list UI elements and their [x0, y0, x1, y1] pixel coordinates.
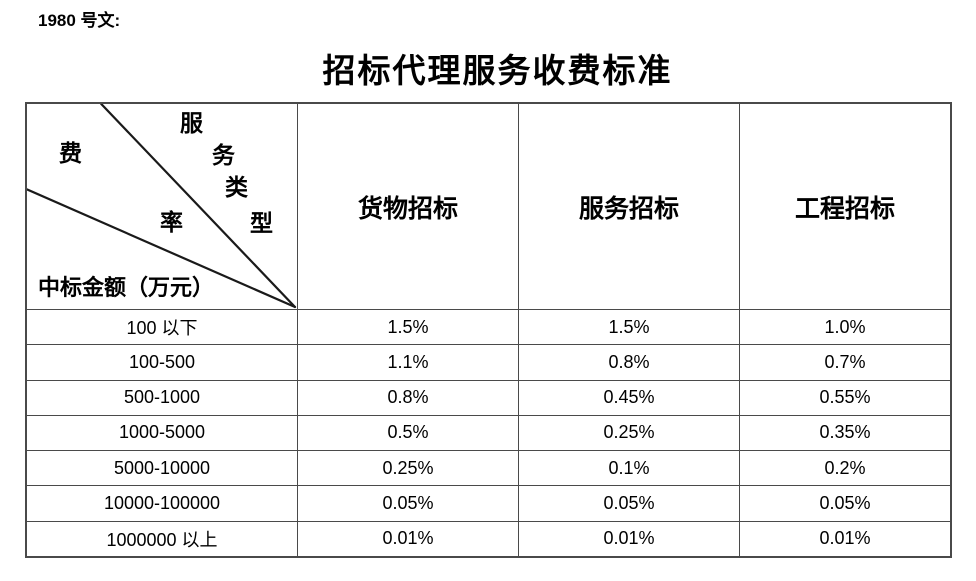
works-rate-cell: 0.7% [824, 351, 866, 372]
amount-range-cell: 500-1000 [27, 380, 298, 415]
amount-range-cell: 10000-100000 [27, 486, 298, 521]
goods-rate-cell: 0.8% [298, 380, 519, 415]
goods-rate-cell: 1.1% [298, 345, 519, 380]
rate-char: 率 [160, 210, 183, 235]
works-rate-cell: 0.01% [819, 528, 871, 549]
works-rate-cell: 1.0% [824, 316, 866, 337]
fee-table: 服 费 务 类 率 型 中标金额（万元） 货物招标 服务招标 工程招标 100 … [25, 102, 952, 558]
services-rate-cell: 0.45% [519, 380, 740, 415]
goods-rate-cell: 0.05% [298, 486, 519, 521]
amount-axis-label: 中标金额（万元） [38, 275, 215, 300]
goods-rate-cell: 0.5% [298, 415, 519, 451]
amount-range-cell: 100-500 [27, 345, 298, 380]
services-rate-cell: 0.8% [519, 345, 740, 380]
column-header-goods: 货物招标 [298, 104, 519, 309]
table-row: 1000-5000 0.5% 0.25% 0.35% [27, 415, 950, 452]
services-rate-cell: 1.5% [519, 310, 740, 345]
service-type-char: 务 [212, 143, 235, 168]
service-type-char: 类 [225, 175, 248, 200]
doc-number-label: 1980 号文: [38, 11, 121, 30]
works-rate-cell: 0.05% [819, 493, 871, 514]
column-header-services: 服务招标 [519, 104, 740, 309]
table-row: 10000-100000 0.05% 0.05% 0.05% [27, 486, 950, 522]
table-row: 5000-10000 0.25% 0.1% 0.2% [27, 451, 950, 487]
rate-char: 费 [59, 141, 82, 166]
corner-header-cell: 服 费 务 类 率 型 中标金额（万元） [27, 104, 298, 309]
page-title: 招标代理服务收费标准 [322, 54, 673, 90]
services-rate-cell: 0.25% [519, 415, 740, 451]
services-rate-cell: 0.1% [519, 451, 740, 486]
table-row: 500-1000 0.8% 0.45% 0.55% [27, 380, 950, 416]
table-row: 1000000 以上 0.01% 0.01% 0.01% [27, 521, 950, 556]
works-rate-cell: 0.35% [819, 422, 871, 443]
table-header-row: 服 费 务 类 率 型 中标金额（万元） 货物招标 服务招标 工程招标 [27, 104, 950, 310]
service-type-char: 服 [180, 111, 203, 136]
amount-range-cell: 5000-10000 [27, 451, 298, 486]
amount-range-cell: 1000-5000 [27, 415, 298, 451]
goods-rate-cell: 0.01% [298, 521, 519, 556]
table-row: 100-500 1.1% 0.8% 0.7% [27, 345, 950, 381]
goods-rate-cell: 0.25% [298, 451, 519, 486]
amount-range-cell: 1000000 以上 [27, 521, 298, 556]
services-rate-cell: 0.01% [519, 521, 740, 556]
services-rate-cell: 0.05% [519, 486, 740, 521]
table-row: 100 以下 1.5% 1.5% 1.0% [27, 310, 950, 346]
column-header-works: 工程招标 [794, 195, 895, 223]
works-rate-cell: 0.55% [819, 387, 871, 408]
diagonal-divider-lines [27, 104, 297, 309]
goods-rate-cell: 1.5% [298, 310, 519, 345]
works-rate-cell: 0.2% [824, 457, 866, 478]
amount-range-cell: 100 以下 [27, 310, 298, 345]
service-type-char: 型 [250, 211, 273, 236]
